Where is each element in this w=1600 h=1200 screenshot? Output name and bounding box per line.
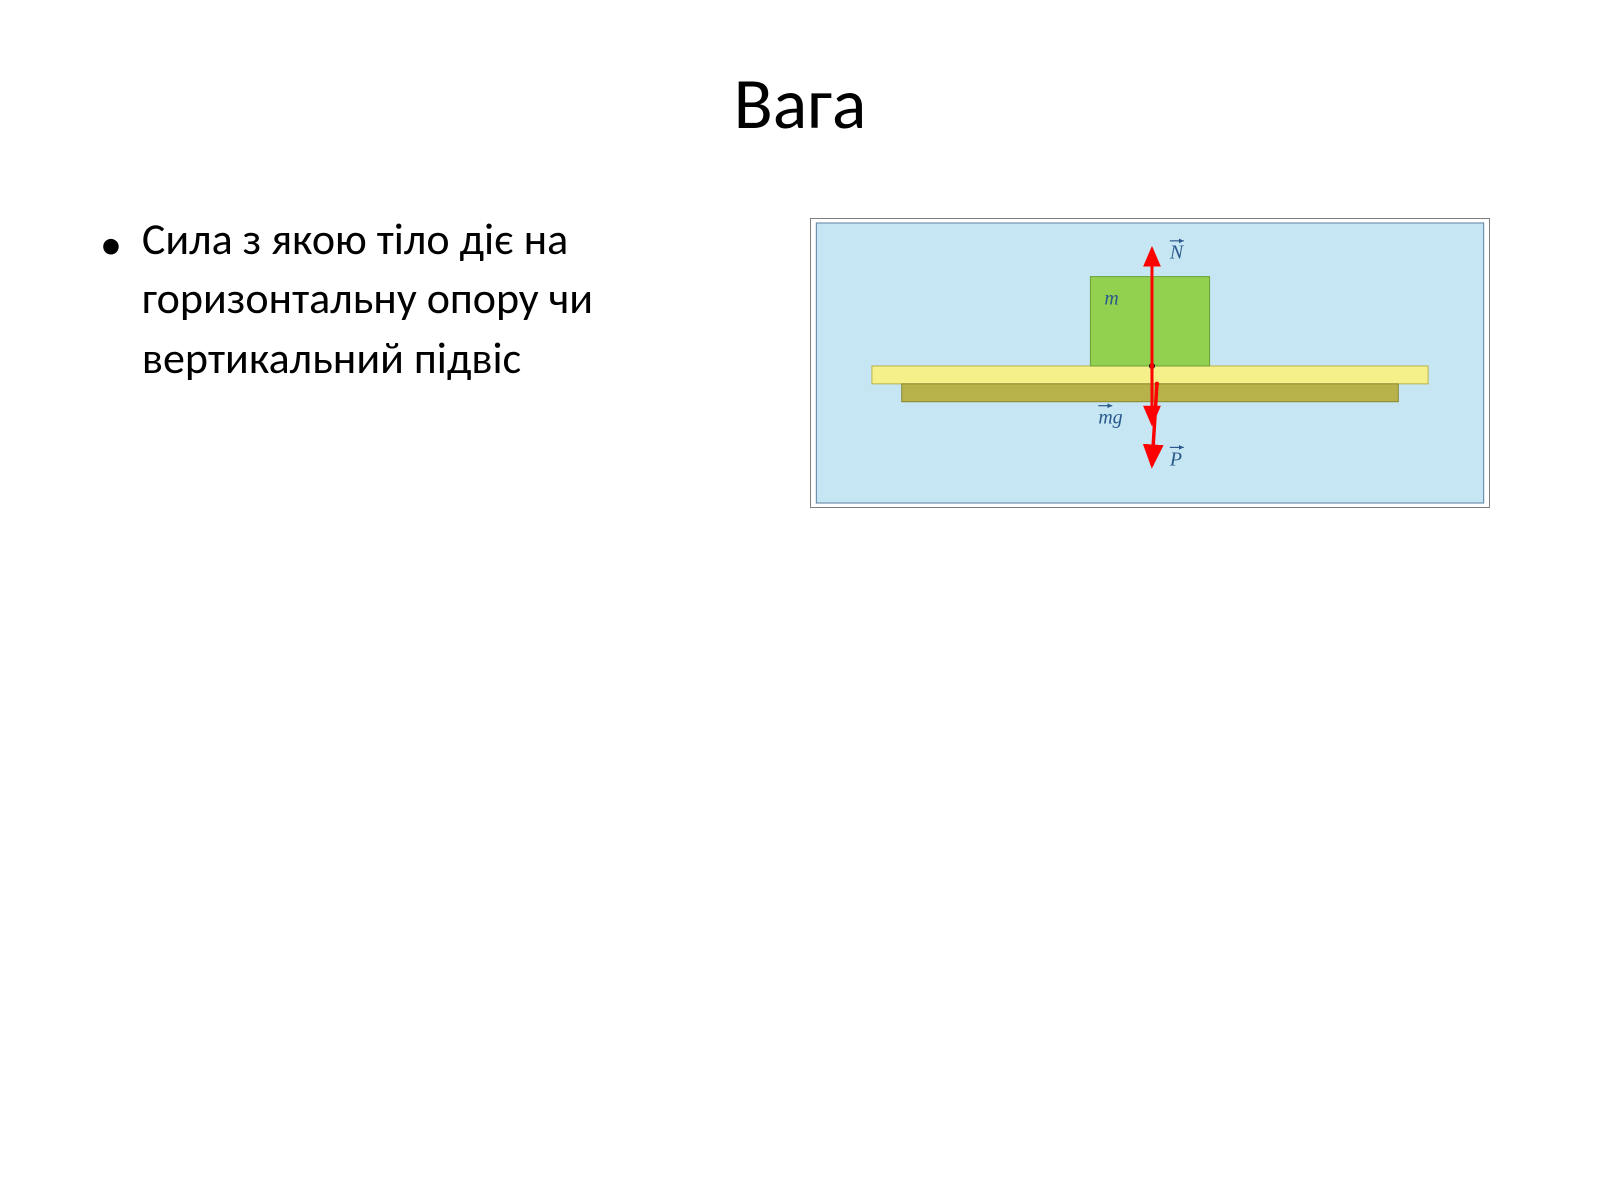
bullet-marker: • xyxy=(100,216,122,273)
content-area: • Сила з якою тіло діє на горизонтальну … xyxy=(100,210,760,388)
diagram-svg: m Nmg P xyxy=(811,219,1489,507)
svg-text:m: m xyxy=(1104,287,1118,309)
slide: Вага • Сила з якою тіло діє на горизонта… xyxy=(0,0,1600,1200)
svg-text:N: N xyxy=(1169,242,1185,264)
bullet-text: Сила з якою тіло діє на горизонтальну оп… xyxy=(142,210,760,388)
svg-text:mg: mg xyxy=(1098,407,1122,429)
bullet-item: • Сила з якою тіло діє на горизонтальну … xyxy=(100,210,760,388)
slide-title: Вага xyxy=(0,60,1600,148)
svg-text:P: P xyxy=(1169,448,1182,470)
force-diagram: m Nmg P xyxy=(810,218,1490,508)
